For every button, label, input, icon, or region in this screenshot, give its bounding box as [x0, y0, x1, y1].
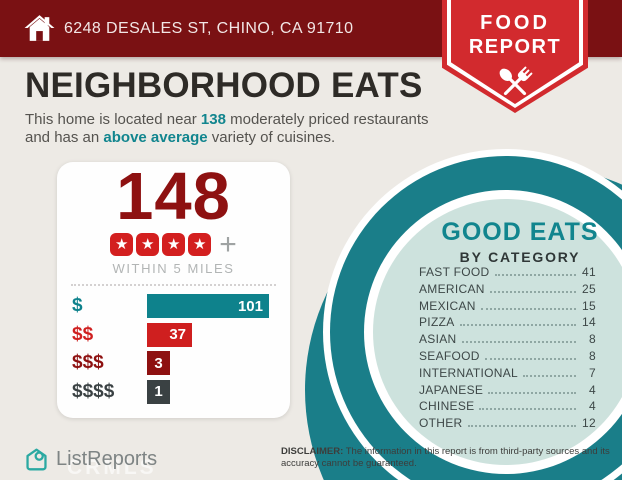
- category-name: SEAFOOD: [419, 348, 480, 363]
- disclaimer: DISCLAIMER: The information in this repo…: [281, 446, 610, 469]
- category-count: 25: [582, 281, 596, 296]
- good-eats-heading: GOOD EATS BY CATEGORY: [396, 218, 622, 265]
- star-icon: ★: [136, 233, 160, 256]
- mint-circle: [373, 199, 622, 465]
- list-item: SEAFOOD 8: [419, 350, 596, 362]
- category-name: FAST FOOD: [419, 265, 490, 279]
- good-eats-subtitle: BY CATEGORY: [459, 249, 581, 265]
- category-name: ASIAN: [419, 332, 457, 347]
- dot-leader: [488, 391, 576, 394]
- price-bar-row: $$ 37: [72, 322, 282, 347]
- price-tier-label: $: [72, 295, 83, 316]
- dot-leader: [484, 357, 576, 360]
- dot-leader: [479, 408, 576, 411]
- price-tier-label: $$$$: [72, 380, 115, 402]
- price-bar: 37: [147, 322, 192, 347]
- category-count: 41: [582, 265, 596, 279]
- category-name: MEXICAN: [419, 298, 476, 313]
- list-item: FAST FOOD 41: [419, 266, 596, 278]
- home-icon: [24, 15, 55, 41]
- list-item: MEXICAN 15: [419, 300, 596, 312]
- category-name: PIZZA: [419, 315, 455, 330]
- list-item: PIZZA 14: [419, 316, 596, 328]
- dot-leader: [461, 341, 576, 344]
- listreports-logo: ListReports: [24, 447, 157, 472]
- dotted-divider: [71, 284, 276, 286]
- badge-title: FOOD REPORT: [468, 12, 562, 58]
- category-count: 4: [589, 382, 596, 397]
- fork-spoon-icon: [499, 66, 533, 96]
- dot-leader: [459, 324, 576, 327]
- category-count: 8: [589, 332, 596, 347]
- dot-leader: [467, 425, 576, 428]
- category-name: JAPANESE: [419, 382, 484, 397]
- star-icon: ★: [188, 233, 212, 256]
- list-item: ASIAN 8: [419, 333, 596, 345]
- good-eats-title: GOOD EATS: [441, 218, 599, 246]
- price-bar: 3: [147, 351, 170, 375]
- dot-leader: [489, 290, 576, 293]
- house-outline-icon: [26, 448, 47, 471]
- star-icon: ★: [162, 233, 186, 256]
- plus-sign: +: [219, 227, 237, 261]
- price-tier-label: $$: [72, 323, 94, 345]
- restaurant-stats-card: 148 ★ ★ ★ ★ + WITHIN 5 MILES $ 101 $$ 37…: [57, 162, 290, 418]
- price-bar-row: $$$ 3: [72, 351, 282, 375]
- category-list: FAST FOOD 41 AMERICAN 25 MEXICAN 15 PIZZA 14…: [419, 266, 596, 434]
- restaurant-count: 148: [116, 159, 231, 234]
- price-tier-label: $$$: [72, 352, 104, 373]
- category-name: CHINESE: [419, 399, 475, 414]
- list-item: JAPANESE 4: [419, 384, 596, 396]
- brand-name: ListReports: [56, 448, 158, 470]
- category-count: 8: [589, 348, 596, 363]
- price-bar-row: $$$$ 1: [72, 379, 282, 404]
- page-title: NEIGHBORHOOD EATS: [25, 66, 423, 105]
- category-name: OTHER: [419, 416, 463, 431]
- page-subtitle: This home is located near 138 moderately…: [25, 111, 429, 146]
- list-item: AMERICAN 25: [419, 283, 596, 295]
- price-bar: 1: [147, 379, 170, 404]
- price-level-bar-chart: $ 101 $$ 37 $$$ 3 $$$$ 1: [72, 294, 282, 408]
- dot-leader: [523, 374, 576, 377]
- mls-watermark: CRMLS: [67, 456, 157, 479]
- category-name: AMERICAN: [419, 281, 485, 296]
- variety-highlight: above average: [103, 129, 208, 146]
- star-icon: ★: [110, 233, 134, 256]
- list-item: OTHER 12: [419, 417, 596, 429]
- radius-label: WITHIN 5 MILES: [112, 261, 235, 276]
- category-count: 15: [582, 298, 596, 313]
- category-count: 14: [582, 315, 596, 330]
- list-item: CHINESE 4: [419, 400, 596, 412]
- food-report-badge: FOOD REPORT: [442, 0, 588, 113]
- category-count: 4: [589, 399, 596, 414]
- price-bar: 101: [147, 294, 269, 318]
- list-item: INTERNATIONAL 7: [419, 367, 596, 379]
- star-rating: ★ ★ ★ ★ +: [57, 227, 290, 261]
- property-address: 6248 DESALES ST, CHINO, CA 91710: [64, 19, 354, 37]
- dot-leader: [480, 307, 576, 310]
- restaurant-count-highlight: 138: [200, 111, 226, 128]
- category-name: INTERNATIONAL: [419, 365, 519, 380]
- category-count: 7: [589, 365, 596, 380]
- price-bar-row: $ 101: [72, 294, 282, 318]
- dot-leader: [494, 274, 576, 276]
- category-count: 12: [582, 416, 596, 431]
